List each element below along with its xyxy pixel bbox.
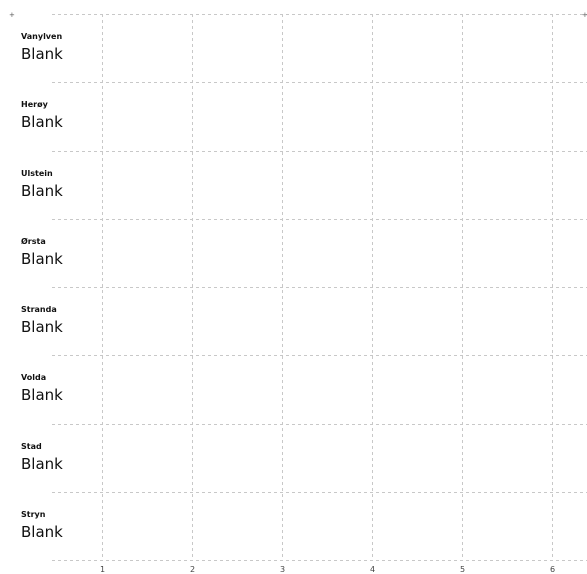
row-label: Ulstein Blank xyxy=(21,169,99,200)
row-label: Stad Blank xyxy=(21,442,99,473)
category-label: Stranda xyxy=(21,305,57,314)
category-label: Herøy xyxy=(21,100,48,109)
x-tick-label: 1 xyxy=(100,565,105,574)
category-label: Volda xyxy=(21,373,47,382)
value-label: Blank xyxy=(21,386,63,404)
value-label: Blank xyxy=(21,113,63,131)
value-label: Blank xyxy=(21,250,63,268)
x-tick-label: 6 xyxy=(550,565,555,574)
category-label: Vanylven xyxy=(21,32,63,41)
category-label: Ørsta xyxy=(21,237,46,246)
category-label: Stryn xyxy=(21,510,46,519)
value-label: Blank xyxy=(21,45,63,63)
category-label: Ulstein xyxy=(21,169,53,178)
row-label: Stranda Blank xyxy=(21,305,99,336)
category-label: Stad xyxy=(21,442,42,451)
value-label: Blank xyxy=(21,182,63,200)
row-label: Ørsta Blank xyxy=(21,237,99,268)
value-label: Blank xyxy=(21,455,63,473)
row-label: Stryn Blank xyxy=(21,510,99,541)
value-label: Blank xyxy=(21,523,63,541)
x-tick-label: 5 xyxy=(460,565,465,574)
x-tick-label: 4 xyxy=(370,565,375,574)
corner-mark-right: + xyxy=(582,11,587,19)
x-tick-label: 3 xyxy=(280,565,285,574)
row-label: Herøy Blank xyxy=(21,100,99,131)
corner-mark-left: + xyxy=(9,11,15,19)
x-tick-label: 2 xyxy=(190,565,195,574)
row-label: Vanylven Blank xyxy=(21,32,99,63)
row-label: Volda Blank xyxy=(21,373,99,404)
value-label: Blank xyxy=(21,318,63,336)
